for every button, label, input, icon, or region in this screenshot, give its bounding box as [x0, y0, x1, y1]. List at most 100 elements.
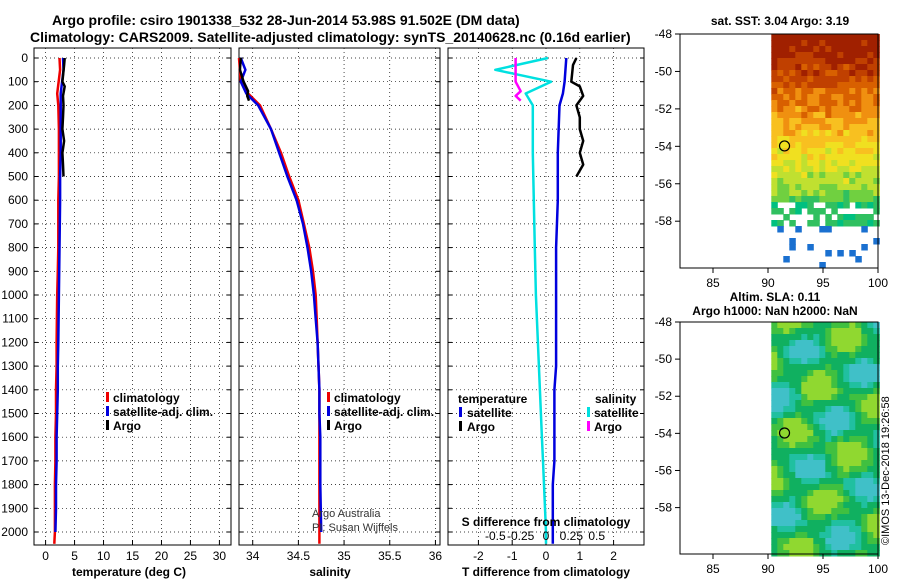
sla-cell [873, 424, 880, 431]
sst-cell [771, 190, 778, 197]
sst-cell [807, 190, 814, 197]
sla-cell [813, 454, 820, 461]
sst-cell [825, 100, 832, 107]
sst-cell [783, 148, 790, 155]
sla-cell [813, 532, 820, 539]
sla-cell [843, 526, 850, 533]
sst-cell [825, 82, 832, 89]
sst-cell [873, 76, 880, 83]
sla-cell [861, 472, 868, 479]
sla-cell [867, 520, 874, 527]
sst-cell [867, 178, 874, 185]
sla-cell [813, 466, 820, 473]
sla-cell [873, 328, 880, 335]
sla-cell [861, 460, 868, 467]
sst-cell [861, 82, 868, 89]
sla-cell [843, 358, 850, 365]
sla-cell [777, 520, 784, 527]
timestamp-stamp: ©IMOS 13-Dec-2018 19:26:58 [880, 396, 892, 545]
sla-cell [849, 364, 856, 371]
sla-cell [849, 460, 856, 467]
sst-cell [855, 148, 862, 155]
sla-cell [849, 526, 856, 533]
sst-cell [855, 112, 862, 119]
sla-cell [807, 490, 814, 497]
sla-cell [843, 520, 850, 527]
sst-cell [837, 100, 844, 107]
x-tick-label: 34 [246, 549, 260, 563]
sla-cell [843, 448, 850, 455]
sla-cell [801, 400, 808, 407]
sst-cell [843, 202, 850, 209]
sst-cell [867, 214, 874, 221]
sst-cell [831, 76, 838, 83]
sst-cell [843, 58, 850, 65]
sst-cell [807, 202, 814, 209]
sla-cell [771, 382, 778, 389]
sla-cell [837, 424, 844, 431]
sla-cell [855, 490, 862, 497]
sst-cell [813, 124, 820, 131]
x-tick-label: 34.5 [287, 549, 311, 563]
sst-cell [801, 76, 808, 83]
sst-cell [837, 178, 844, 185]
sla-cell [849, 448, 856, 455]
sla-cell [825, 400, 832, 407]
sst-cell [813, 166, 820, 173]
sst-cell [843, 118, 850, 125]
sla-cell [855, 460, 862, 467]
sla-cell [771, 394, 778, 401]
map-x-tick-label: 90 [761, 562, 775, 576]
sla-cell [789, 520, 796, 527]
sla-cell [789, 496, 796, 503]
sst-cell [825, 76, 832, 83]
sst-map-frame [679, 33, 879, 269]
sla-cell [873, 436, 880, 443]
sst-cell [789, 238, 796, 245]
sla-cell [825, 460, 832, 467]
sst-cell [807, 88, 814, 95]
sla-cell [837, 466, 844, 473]
sst-cell [795, 76, 802, 83]
sla-cell [795, 526, 802, 533]
sst-cell [783, 184, 790, 191]
sst-cell [837, 112, 844, 119]
sst-cell [837, 220, 844, 227]
sla-cell [801, 424, 808, 431]
sst-cell [861, 88, 868, 95]
sst-cell [831, 64, 838, 71]
sla-cell [855, 352, 862, 359]
sst-cell [837, 148, 844, 155]
sla-cell [771, 496, 778, 503]
sst-cell [873, 46, 880, 53]
sla-cell [783, 418, 790, 425]
sla-cell [771, 460, 778, 467]
sst-cell [831, 190, 838, 197]
sst-cell [777, 118, 784, 125]
sst-cell [849, 160, 856, 167]
sla-cell [813, 340, 820, 347]
sst-cell [825, 154, 832, 161]
sla-cell [819, 472, 826, 479]
sst-cell [789, 112, 796, 119]
legend-s-satellite-swatch [587, 407, 590, 417]
sla-cell [843, 502, 850, 509]
sst-cell [831, 70, 838, 77]
sst-cell [801, 130, 808, 137]
sla-cell [777, 376, 784, 383]
sst-cell [825, 250, 832, 257]
sla-cell [789, 364, 796, 371]
sst-cell [831, 106, 838, 113]
sst-cell [801, 112, 808, 119]
sst-cell [867, 148, 874, 155]
sst-cell [795, 106, 802, 113]
sst-cell [819, 190, 826, 197]
sla-cell [843, 454, 850, 461]
sla-cell [777, 496, 784, 503]
sst-cell [867, 100, 874, 107]
sst-cell [867, 34, 874, 41]
depth-tick-label: 2000 [1, 525, 28, 539]
sla-cell [837, 514, 844, 521]
sla-cell [777, 346, 784, 353]
sla-cell [837, 532, 844, 539]
